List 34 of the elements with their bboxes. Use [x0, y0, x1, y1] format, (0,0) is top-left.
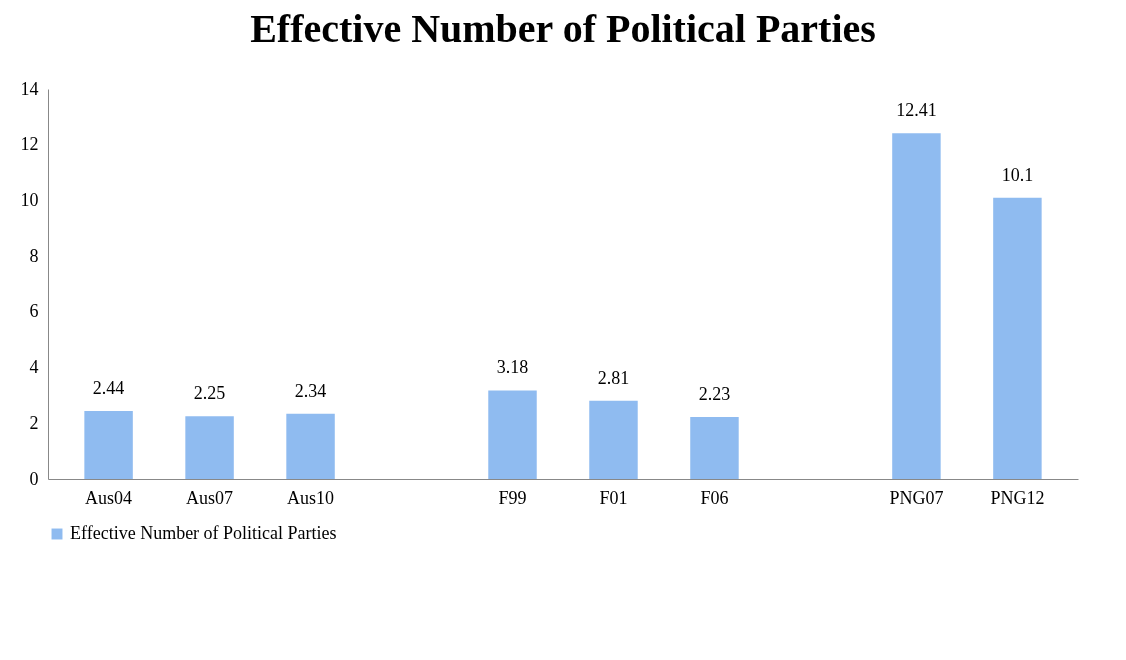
- bar: [993, 197, 1042, 479]
- y-tick-label: 10: [20, 189, 39, 210]
- data-label: 2.23: [698, 383, 731, 404]
- y-tick-label: 4: [29, 357, 39, 378]
- y-tick-label: 6: [29, 301, 39, 322]
- data-label: 2.34: [294, 380, 327, 401]
- x-tick-label: F06: [700, 487, 729, 508]
- x-tick-label: PNG12: [990, 487, 1045, 508]
- x-tick-label: Aus10: [287, 487, 335, 508]
- bar: [892, 133, 941, 479]
- bar: [84, 411, 133, 479]
- bar: [185, 416, 234, 479]
- x-tick-label: Aus07: [186, 487, 234, 508]
- bar: [488, 390, 537, 479]
- y-tick-label: 2: [29, 412, 39, 433]
- bar: [286, 413, 335, 479]
- data-label: 3.18: [496, 357, 529, 378]
- bar: [690, 416, 739, 479]
- data-label: 12.41: [896, 100, 937, 121]
- y-tick-label: 12: [20, 134, 39, 155]
- data-label: 10.1: [1001, 164, 1034, 185]
- y-tick-label: 8: [29, 245, 39, 266]
- legend-label: Effective Number of Political Parties: [70, 523, 337, 543]
- y-tick-label: 14: [20, 78, 39, 99]
- bar: [589, 400, 638, 479]
- data-label: 2.81: [597, 367, 630, 388]
- x-tick-label: F99: [498, 487, 527, 508]
- data-label: 2.25: [193, 383, 226, 404]
- y-tick-label: 0: [29, 468, 39, 489]
- chart-title: Effective Number of Political Parties: [250, 6, 876, 51]
- data-label: 2.44: [92, 378, 125, 399]
- x-tick-label: F01: [599, 487, 628, 508]
- x-tick-label: Aus04: [85, 487, 133, 508]
- x-tick-label: PNG07: [889, 487, 944, 508]
